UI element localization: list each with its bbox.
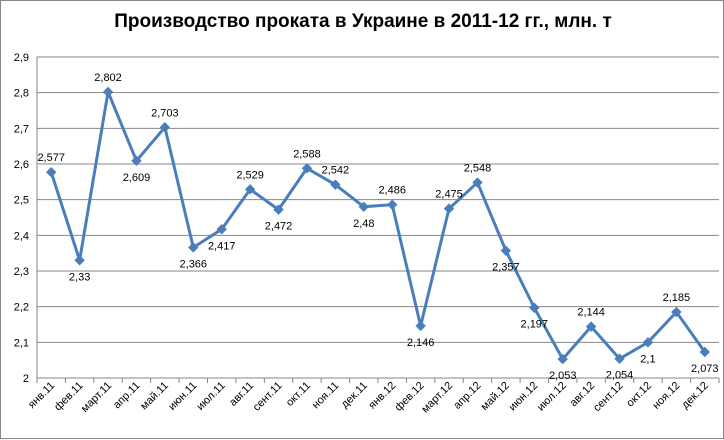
data-point (330, 179, 341, 190)
data-point (216, 224, 227, 235)
data-point (159, 122, 171, 133)
data-label: 2,472 (265, 221, 293, 233)
data-label: 2,054 (606, 370, 634, 382)
data-point (699, 346, 710, 358)
data-label: 2,577 (37, 152, 65, 164)
data-label: 2,802 (94, 72, 122, 84)
data-point (443, 203, 455, 214)
series-line (49, 90, 707, 361)
data-point (557, 353, 568, 365)
data-point (358, 201, 369, 213)
y-tick-label: 2,5 (14, 195, 29, 207)
data-label: 2,073 (691, 363, 719, 375)
data-point (614, 353, 625, 364)
x-tick-label: май.12 (479, 380, 512, 413)
x-tick-label: ноя.12 (650, 380, 682, 412)
chart-title: Производство проката в Украине в 2011-12… (114, 11, 612, 32)
data-label: 2,366 (180, 258, 208, 270)
data-point (301, 163, 313, 174)
data-label: 2,609 (123, 172, 151, 184)
x-tick-label: март.11 (79, 380, 114, 415)
data-label: 2,542 (322, 165, 350, 177)
data-point (671, 306, 682, 318)
x-tick-label: июн.11 (166, 380, 199, 413)
x-tick-label: окт.12 (624, 380, 654, 410)
data-label: 2,529 (236, 169, 264, 181)
x-tick-label: апр.11 (111, 380, 143, 412)
y-tick-label: 2,7 (14, 123, 29, 135)
x-tick-label: июл.11 (195, 380, 228, 413)
y-tick-label: 2,8 (14, 88, 29, 100)
data-label: 2,33 (69, 271, 90, 283)
x-tick-label: июн.12 (507, 380, 541, 414)
data-label: 2,475 (435, 189, 463, 201)
x-tick-label: ноя.11 (310, 380, 342, 412)
data-point (415, 320, 426, 332)
data-label: 2,703 (151, 107, 179, 119)
data-label: 2,185 (663, 292, 691, 304)
data-label: 2,1 (640, 353, 655, 365)
y-tick-label: 2,3 (14, 266, 29, 278)
data-label: 2,417 (208, 240, 236, 252)
data-point (74, 255, 85, 266)
data-point (642, 337, 654, 348)
data-point (131, 155, 142, 166)
data-point (102, 86, 114, 98)
data-label: 2,588 (293, 148, 321, 160)
data-label: 2,357 (492, 262, 520, 274)
data-point (529, 302, 540, 313)
data-point (244, 184, 256, 195)
y-tick-label: 2,9 (14, 52, 29, 64)
data-point (273, 204, 284, 215)
data-point (500, 245, 512, 256)
x-tick-label: сент.11 (251, 380, 285, 414)
data-point (387, 199, 398, 210)
data-point (472, 177, 483, 188)
data-label: 2,144 (577, 307, 605, 319)
data-label: 2,197 (521, 319, 549, 331)
y-tick-label: 2,1 (14, 337, 29, 349)
x-tick-label: май.11 (138, 380, 171, 413)
x-tick-label: окт.11 (284, 380, 313, 409)
y-tick-label: 2,6 (14, 159, 29, 171)
data-point (188, 242, 199, 253)
data-point (46, 166, 57, 178)
x-tick-label: март.12 (419, 380, 455, 416)
x-tick-label: сент.12 (591, 380, 626, 415)
data-label: 2,486 (378, 185, 406, 197)
data-label: 2,548 (464, 163, 492, 175)
y-tick-label: 2,4 (14, 230, 29, 242)
x-tick-label: апр.12 (451, 380, 483, 412)
data-label: 2,053 (549, 370, 577, 382)
x-tick-label: дек.11 (339, 380, 370, 411)
data-label: 2,48 (353, 218, 374, 230)
data-label: 2,146 (407, 337, 435, 349)
x-tick-label: июл.12 (535, 380, 569, 414)
y-tick-label: 2 (23, 373, 29, 385)
y-tick-label: 2,2 (14, 302, 29, 314)
x-tick-label: дек.12 (679, 380, 711, 412)
data-point (585, 321, 597, 332)
